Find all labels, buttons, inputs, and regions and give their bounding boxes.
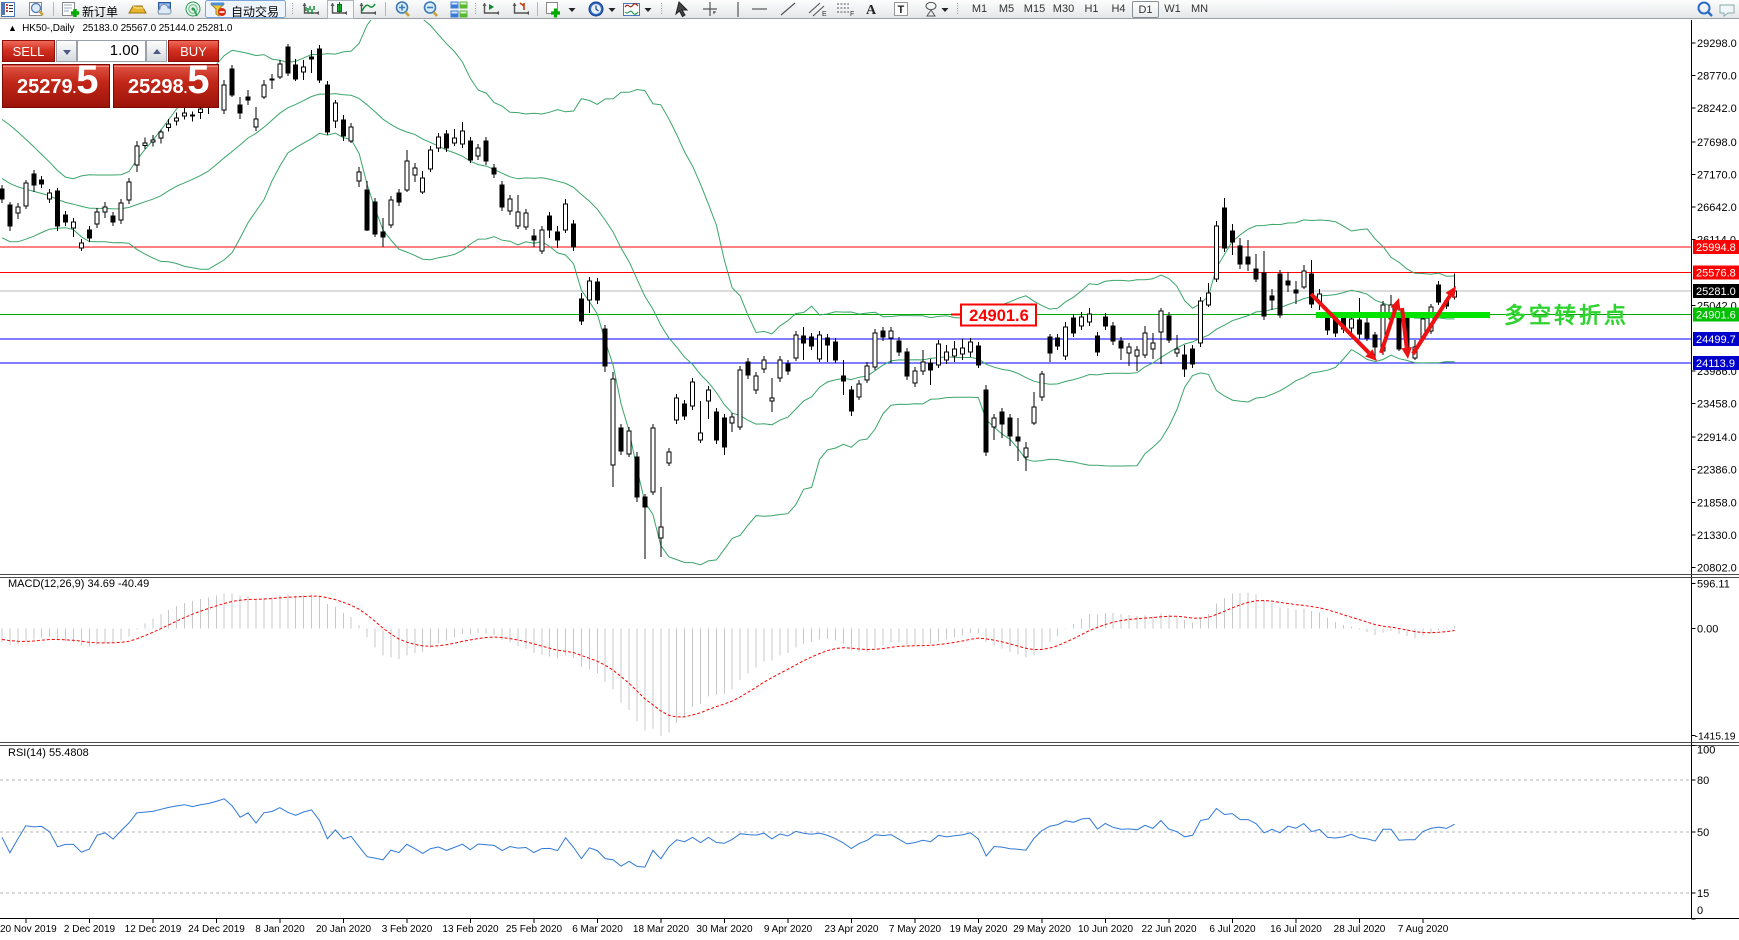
- svg-text:26642.0: 26642.0: [1697, 202, 1737, 214]
- svg-text:23458.0: 23458.0: [1697, 399, 1737, 411]
- svg-text:6 Mar 2020: 6 Mar 2020: [572, 924, 623, 935]
- svg-text:6 Jul 2020: 6 Jul 2020: [1209, 924, 1256, 935]
- svg-text:15: 15: [1697, 888, 1709, 900]
- svg-text:21330.0: 21330.0: [1697, 530, 1737, 542]
- svg-text:0.00: 0.00: [1697, 624, 1718, 636]
- svg-text:12 Dec 2019: 12 Dec 2019: [125, 924, 182, 935]
- svg-text:RSI(14) 55.4808: RSI(14) 55.4808: [8, 747, 89, 759]
- svg-text:20802.0: 20802.0: [1697, 562, 1737, 574]
- svg-text:80: 80: [1697, 775, 1709, 787]
- svg-text:22 Jun 2020: 22 Jun 2020: [1141, 924, 1196, 935]
- svg-text:24901.6: 24901.6: [1696, 309, 1736, 321]
- svg-text:3 Feb 2020: 3 Feb 2020: [382, 924, 433, 935]
- svg-text:18 Mar 2020: 18 Mar 2020: [633, 924, 690, 935]
- svg-text:20 Nov 2019: 20 Nov 2019: [0, 924, 57, 935]
- svg-text:9 Apr 2020: 9 Apr 2020: [764, 924, 813, 935]
- svg-text:21858.0: 21858.0: [1697, 497, 1737, 509]
- svg-text:8 Jan 2020: 8 Jan 2020: [255, 924, 305, 935]
- svg-text:F: F: [850, 11, 854, 18]
- svg-text:19 May 2020: 19 May 2020: [950, 924, 1008, 935]
- svg-text:E: E: [822, 11, 827, 18]
- svg-text:50: 50: [1697, 827, 1709, 839]
- svg-text:22914.0: 22914.0: [1697, 432, 1737, 444]
- svg-text:7 Aug 2020: 7 Aug 2020: [1398, 924, 1449, 935]
- svg-text:25576.8: 25576.8: [1696, 268, 1736, 280]
- svg-text:A: A: [866, 3, 877, 18]
- svg-text:24113.9: 24113.9: [1696, 358, 1735, 370]
- svg-text:多空转折点: 多空转折点: [1504, 303, 1629, 328]
- svg-text:28242.0: 28242.0: [1697, 103, 1737, 115]
- svg-text:28 Jul 2020: 28 Jul 2020: [1334, 924, 1386, 935]
- svg-text:25994.8: 25994.8: [1696, 242, 1736, 254]
- svg-text:0: 0: [1697, 905, 1703, 917]
- svg-text:100: 100: [1697, 745, 1715, 757]
- svg-text:596.11: 596.11: [1697, 578, 1730, 590]
- svg-text:24901.6: 24901.6: [969, 307, 1029, 325]
- svg-text:16 Jul 2020: 16 Jul 2020: [1270, 924, 1322, 935]
- svg-text:MACD(12,26,9) 34.69 -40.49: MACD(12,26,9) 34.69 -40.49: [8, 578, 149, 590]
- svg-text:25281.0: 25281.0: [1696, 286, 1736, 298]
- svg-text:25 Feb 2020: 25 Feb 2020: [506, 924, 563, 935]
- svg-text:24 Dec 2019: 24 Dec 2019: [188, 924, 245, 935]
- svg-text:30 Mar 2020: 30 Mar 2020: [696, 924, 753, 935]
- svg-text:T: T: [898, 4, 905, 16]
- svg-text:27698.0: 27698.0: [1697, 137, 1737, 149]
- svg-text:28770.0: 28770.0: [1697, 71, 1737, 83]
- svg-text:23 Apr 2020: 23 Apr 2020: [825, 924, 879, 935]
- svg-text:22386.0: 22386.0: [1697, 465, 1737, 477]
- svg-text:29298.0: 29298.0: [1697, 38, 1737, 50]
- svg-text:-1415.19: -1415.19: [1695, 732, 1736, 743]
- svg-text:13 Feb 2020: 13 Feb 2020: [442, 924, 499, 935]
- svg-text:2 Dec 2019: 2 Dec 2019: [64, 924, 116, 935]
- svg-text:7 May 2020: 7 May 2020: [889, 924, 942, 935]
- svg-text:27170.0: 27170.0: [1697, 169, 1737, 181]
- svg-text:10 Jun 2020: 10 Jun 2020: [1078, 924, 1133, 935]
- svg-text:24499.7: 24499.7: [1696, 334, 1736, 346]
- svg-text:29 May 2020: 29 May 2020: [1013, 924, 1071, 935]
- svg-text:20 Jan 2020: 20 Jan 2020: [316, 924, 371, 935]
